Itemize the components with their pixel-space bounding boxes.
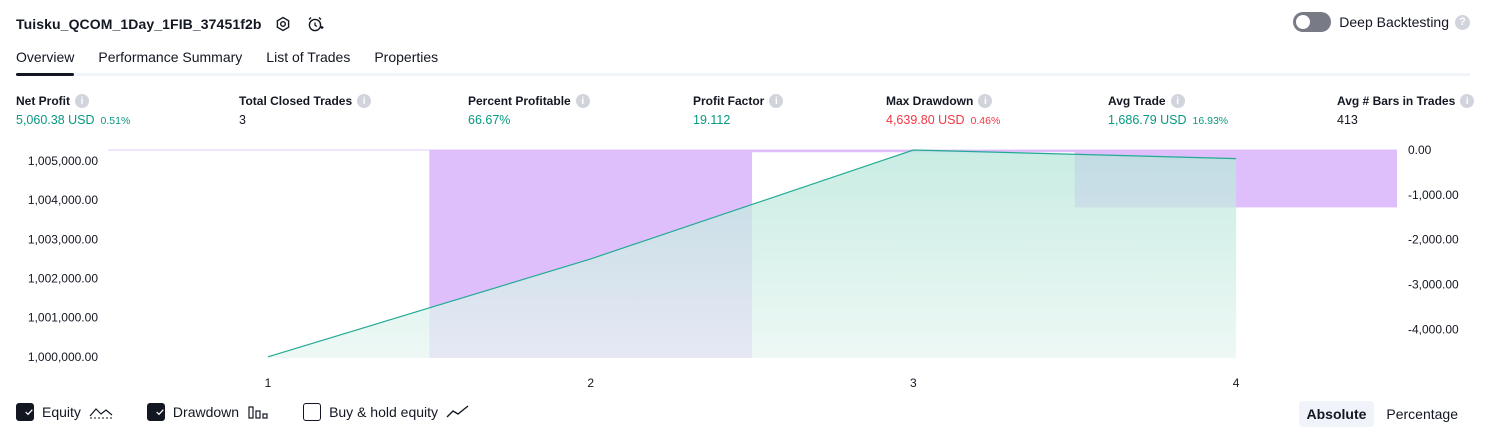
left-axis-tick-label: 1,003,000.00 <box>28 232 98 246</box>
x-axis-tick-label: 2 <box>587 376 594 390</box>
legend-buy-hold-equity[interactable]: Buy & hold equity <box>303 403 470 421</box>
drawdown-bars-icon <box>248 406 268 419</box>
legend-equity[interactable]: Equity <box>16 403 113 421</box>
stat-value: 413 <box>1337 113 1358 127</box>
left-axis-tick-label: 1,001,000.00 <box>28 311 98 325</box>
left-axis-tick-label: 1,002,000.00 <box>28 271 98 285</box>
stat-value: 5,060.38 USD <box>16 113 95 127</box>
stat-value: 66.67% <box>468 113 511 127</box>
equity-area <box>268 150 1237 358</box>
chart-legend: Equity Drawdown Buy & hold equity <box>16 403 504 421</box>
percentage-button[interactable]: Percentage <box>1386 406 1458 422</box>
checkbox-checked[interactable] <box>146 403 165 421</box>
stat-profit-factor: Profit Factor i 19.112 <box>693 94 784 127</box>
tab-overview[interactable]: Overview <box>16 46 75 76</box>
left-axis-tick-label: 1,000,000.00 <box>28 350 98 364</box>
right-axis-tick-label: 0.00 <box>1408 143 1432 157</box>
stat-max-drawdown: Max Drawdown i 4,639.80 USD 0.46% <box>886 94 1000 127</box>
x-axis-tick-label: 4 <box>1233 376 1240 390</box>
stat-value: 19.112 <box>693 113 731 127</box>
left-axis-tick-label: 1,004,000.00 <box>28 193 98 207</box>
tab-bar: Overview Performance Summary List of Tra… <box>16 46 1470 76</box>
stat-label: Avg Trade <box>1108 94 1166 108</box>
strategy-title: Tuisku_QCOM_1Day_1FIB_37451f2b <box>16 16 262 32</box>
stat-net-profit: Net Profit i 5,060.38 USD 0.51% <box>16 94 130 127</box>
stat-percent: 0.46% <box>970 115 1001 127</box>
info-icon[interactable]: i <box>75 94 89 108</box>
stat-label: Max Drawdown <box>886 94 974 108</box>
x-axis-tick-label: 3 <box>910 376 917 390</box>
display-mode-switch: Absolute Percentage <box>1295 401 1467 427</box>
info-icon[interactable]: i <box>575 94 590 108</box>
info-icon[interactable]: i <box>357 94 372 108</box>
summary-stats: Net Profit i 5,060.38 USD 0.51% Total Clos… <box>16 94 1475 134</box>
tab-list-of-trades[interactable]: List of Trades <box>266 49 351 65</box>
stat-label: Avg # Bars in Trades <box>1337 94 1456 108</box>
stat-label: Total Closed Trades <box>239 94 353 108</box>
info-icon[interactable]: i <box>769 94 784 108</box>
checkbox-unchecked[interactable] <box>303 403 322 421</box>
equity-line-icon <box>89 408 113 419</box>
checkbox-checked[interactable] <box>16 403 34 421</box>
right-axis-tick-label: -1,000.00 <box>1408 188 1459 202</box>
stat-value: 1,686.79 USD <box>1108 113 1187 127</box>
deep-backtesting-label: Deep Backtesting <box>1339 14 1449 30</box>
info-icon[interactable]: i <box>1460 94 1475 108</box>
gear-icon[interactable] <box>272 13 294 35</box>
right-axis-tick-label: -4,000.00 <box>1408 322 1459 336</box>
stat-percent: 16.93% <box>1192 115 1229 127</box>
help-icon[interactable]: ? <box>1455 14 1470 30</box>
stat-label: Net Profit <box>16 94 70 108</box>
deep-backtesting: Deep Backtesting ? <box>1293 12 1470 32</box>
right-axis-tick-label: -3,000.00 <box>1408 277 1459 291</box>
strategy-header: Tuisku_QCOM_1Day_1FIB_37451f2b <box>16 12 326 36</box>
absolute-button[interactable]: Absolute <box>1298 401 1375 427</box>
stat-avg-bars: Avg # Bars in Trades i 413 <box>1337 94 1475 127</box>
tab-properties[interactable]: Properties <box>374 49 439 65</box>
stat-avg-trade: Avg Trade i 1,686.79 USD 16.93% <box>1108 94 1228 127</box>
legend-label: Buy & hold equity <box>329 404 439 420</box>
stat-total-closed-trades: Total Closed Trades i 3 <box>239 94 372 127</box>
equity-line <box>267 149 1237 358</box>
stat-value: 3 <box>239 113 246 127</box>
info-icon[interactable]: i <box>978 94 993 108</box>
buy-hold-line-icon <box>446 405 469 418</box>
legend-drawdown[interactable]: Drawdown <box>146 403 269 421</box>
right-axis-tick-label: -2,000.00 <box>1408 233 1459 247</box>
legend-label: Equity <box>42 404 81 420</box>
stat-label: Percent Profitable <box>468 94 571 108</box>
stat-percent-profitable: Percent Profitable i 66.67% <box>468 94 590 127</box>
legend-label: Drawdown <box>172 404 240 420</box>
x-axis-tick-label: 1 <box>265 376 272 390</box>
tab-performance-summary[interactable]: Performance Summary <box>98 49 243 65</box>
stat-label: Profit Factor <box>693 94 765 108</box>
stat-percent: 0.51% <box>100 115 131 127</box>
equity-drawdown-chart: 1,000,000.00 1,001,000.00 1,002,000.00 1,00… <box>28 143 1459 390</box>
stat-value: 4,639.80 USD <box>886 113 965 127</box>
info-icon[interactable]: i <box>1170 94 1185 108</box>
left-axis-tick-label: 1,005,000.00 <box>28 154 98 168</box>
alarm-clock-plus-icon[interactable] <box>304 13 326 35</box>
deep-backtesting-toggle[interactable] <box>1293 12 1332 32</box>
